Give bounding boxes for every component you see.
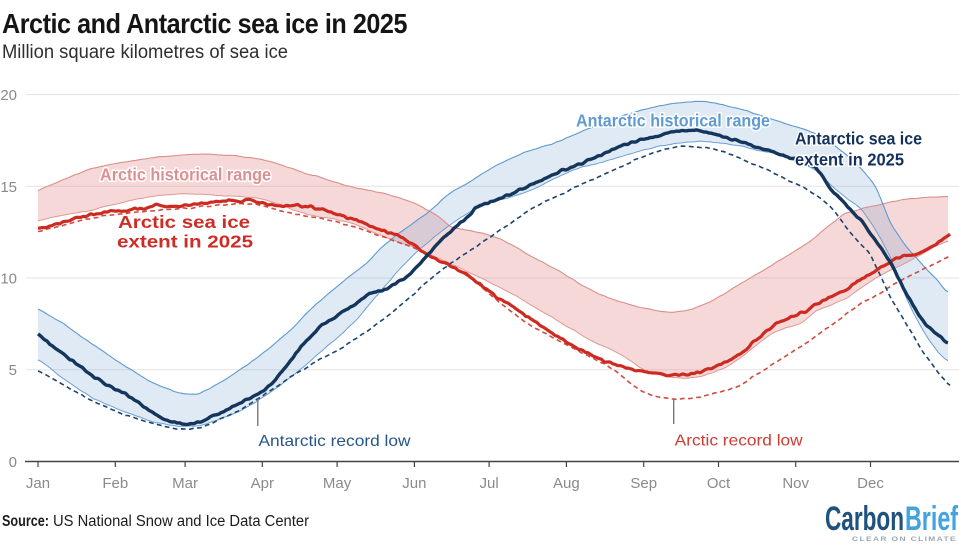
- svg-text:Oct: Oct: [707, 475, 731, 492]
- svg-text:Carbon: Carbon: [825, 500, 904, 538]
- svg-text:Antarctic historical range: Antarctic historical range: [576, 111, 770, 131]
- svg-text:Feb: Feb: [102, 475, 128, 492]
- svg-text:Sep: Sep: [630, 475, 657, 492]
- svg-text:Apr: Apr: [251, 475, 274, 492]
- svg-text:US National Snow and Ice Data: US National Snow and Ice Data Center: [53, 513, 309, 530]
- svg-text:0: 0: [9, 454, 17, 471]
- svg-text:Antarctic record low: Antarctic record low: [259, 433, 411, 450]
- svg-text:May: May: [323, 475, 352, 492]
- svg-text:15: 15: [0, 179, 17, 196]
- svg-text:Antarctic sea ice: Antarctic sea ice: [795, 128, 922, 148]
- svg-text:extent in 2025: extent in 2025: [795, 150, 904, 170]
- svg-text:20: 20: [0, 87, 17, 104]
- svg-text:Arctic historical range: Arctic historical range: [100, 165, 271, 185]
- svg-text:Dec: Dec: [857, 475, 884, 492]
- svg-text:Million square kilometres of s: Million square kilometres of sea ice: [2, 42, 288, 63]
- svg-text:Nov: Nov: [782, 475, 809, 492]
- svg-text:Brief: Brief: [905, 500, 958, 538]
- svg-text:extent in 2025: extent in 2025: [117, 232, 253, 252]
- svg-text:Arctic sea ice: Arctic sea ice: [118, 212, 250, 232]
- svg-text:Jul: Jul: [480, 475, 499, 492]
- svg-text:Jun: Jun: [402, 475, 426, 492]
- svg-text:Aug: Aug: [553, 475, 580, 492]
- svg-text:10: 10: [0, 271, 17, 288]
- svg-text:Source:: Source:: [2, 513, 49, 530]
- svg-text:Mar: Mar: [172, 475, 198, 492]
- svg-text:Arctic record low: Arctic record low: [675, 433, 803, 450]
- svg-text:Jan: Jan: [26, 475, 50, 492]
- svg-text:CLEAR ON CLIMATE: CLEAR ON CLIMATE: [852, 536, 957, 543]
- svg-text:Arctic and Antarctic sea ice i: Arctic and Antarctic sea ice in 2025: [2, 8, 407, 39]
- svg-text:5: 5: [9, 362, 17, 379]
